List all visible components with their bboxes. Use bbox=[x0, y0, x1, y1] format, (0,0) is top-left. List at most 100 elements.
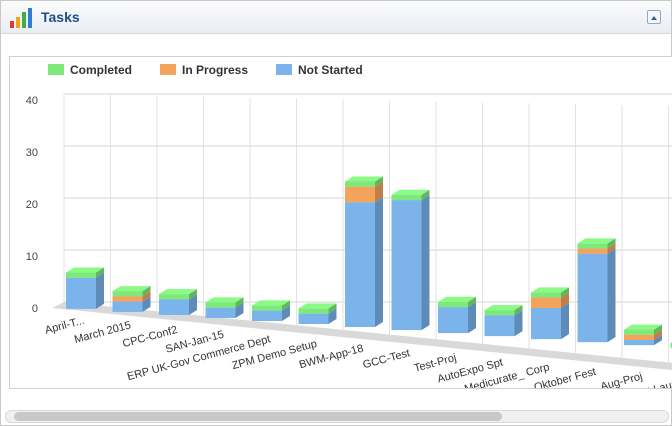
bar-segment bbox=[112, 296, 143, 302]
bar-segment bbox=[624, 334, 654, 340]
bar-segment bbox=[531, 297, 561, 308]
bar-segment bbox=[205, 302, 236, 308]
bar-segment-top bbox=[66, 267, 104, 273]
bar-segment-side bbox=[421, 189, 430, 201]
bar-segment bbox=[159, 294, 189, 300]
bar-chart-icon bbox=[10, 8, 32, 28]
x-tick-label: Aug-Proj bbox=[599, 371, 643, 388]
bar-segment bbox=[345, 186, 375, 203]
legend-swatch bbox=[276, 64, 292, 75]
bar-segment-top bbox=[112, 286, 151, 292]
bar-segment-side bbox=[654, 329, 662, 340]
bar-segment bbox=[345, 181, 375, 187]
bar-segment-side bbox=[561, 287, 569, 298]
bar-segment bbox=[484, 315, 515, 337]
bar-segment-side bbox=[607, 238, 616, 249]
bar-segment bbox=[624, 329, 654, 335]
panel-title: Tasks bbox=[41, 9, 80, 25]
bar-segment-side bbox=[514, 310, 523, 337]
y-tick-label: 0 bbox=[32, 303, 38, 315]
bar-segment-side bbox=[468, 296, 476, 308]
bar-segment bbox=[624, 339, 654, 346]
bar-segment-top bbox=[159, 289, 197, 295]
chart-floor bbox=[52, 302, 672, 370]
y-tick-label: 10 bbox=[26, 251, 38, 263]
bar-segment-side bbox=[654, 334, 662, 346]
bar-segment bbox=[66, 272, 96, 278]
y-tick-label: 40 bbox=[26, 95, 38, 107]
bar-segment bbox=[252, 305, 282, 311]
bar-segment bbox=[298, 308, 329, 314]
x-tick-label: GCC-Test bbox=[362, 347, 412, 371]
bar-segment-side bbox=[561, 302, 569, 340]
bar-segment bbox=[112, 301, 143, 312]
bar-segment bbox=[438, 301, 468, 308]
bar-segment-side bbox=[235, 302, 244, 318]
scrollbar-thumb[interactable] bbox=[14, 412, 502, 421]
bar-segment-side bbox=[189, 294, 197, 315]
bar-segment bbox=[391, 200, 422, 331]
bar-segment-side bbox=[607, 248, 616, 343]
bar-segment-top bbox=[298, 303, 337, 309]
bar-segment-side bbox=[607, 243, 616, 254]
legend-label: Not Started bbox=[298, 63, 363, 77]
bar-segment bbox=[577, 248, 608, 254]
bar-segment bbox=[391, 194, 422, 201]
bar-segment-top bbox=[345, 176, 383, 182]
bar-segment-side bbox=[142, 286, 151, 297]
bar-segment-top bbox=[391, 189, 430, 195]
bar-segment-top bbox=[252, 300, 290, 306]
stacked-bar-chart: 0 10 20 30 40 Completed In Progress Not Started… bbox=[26, 63, 672, 388]
bar-segment bbox=[438, 307, 468, 334]
bar-segment-top bbox=[531, 287, 569, 293]
bar-segment-side bbox=[282, 305, 290, 321]
bar-segment-top bbox=[624, 324, 662, 330]
bar-segment-side bbox=[375, 176, 383, 187]
bar-segment bbox=[112, 291, 143, 297]
bar-segment-top bbox=[484, 305, 523, 311]
bar-segment-side bbox=[468, 302, 476, 334]
bar-segment-side bbox=[96, 267, 104, 278]
bar-segment bbox=[298, 313, 329, 325]
bar-segment-side bbox=[282, 300, 290, 311]
collapse-button[interactable] bbox=[647, 10, 661, 24]
bar-segment bbox=[66, 277, 96, 309]
legend-label: In Progress bbox=[182, 63, 248, 77]
y-tick-label: 30 bbox=[26, 147, 38, 159]
bar-segment bbox=[531, 292, 561, 298]
bar-segment-side bbox=[375, 197, 383, 328]
bar-segment-top bbox=[205, 297, 244, 303]
panel-header: Tasks bbox=[1, 1, 671, 34]
bar-segment bbox=[531, 307, 561, 340]
horizontal-scrollbar[interactable] bbox=[5, 410, 669, 423]
legend-label: Completed bbox=[70, 63, 132, 77]
bar-segment-side bbox=[654, 324, 662, 335]
bar-segment-top bbox=[577, 238, 616, 244]
bar-segment-side bbox=[375, 181, 383, 203]
bar-segment bbox=[252, 310, 282, 321]
bar-segment bbox=[159, 299, 189, 315]
bar-segment bbox=[345, 202, 375, 328]
bar-segment-top bbox=[438, 296, 476, 302]
bar-segment-side bbox=[96, 272, 104, 309]
bar-segment-side bbox=[514, 305, 523, 316]
bar-segment-side bbox=[189, 289, 197, 300]
bar-segment-side bbox=[328, 303, 337, 314]
legend-swatch bbox=[48, 64, 64, 75]
bar-segment bbox=[484, 310, 515, 316]
bar-segment-side bbox=[421, 195, 430, 331]
bar-segment-side bbox=[235, 297, 244, 308]
legend-swatch bbox=[160, 64, 176, 75]
bar-segment-side bbox=[142, 291, 151, 302]
chevron-up-icon bbox=[651, 16, 657, 20]
bar-segment-side bbox=[561, 292, 569, 308]
bar-segment-side bbox=[142, 296, 151, 312]
y-tick-label: 20 bbox=[26, 199, 38, 211]
bar-segment bbox=[577, 243, 608, 249]
bar-segment bbox=[577, 253, 608, 343]
bar-segment bbox=[670, 343, 672, 349]
bar-segment bbox=[205, 307, 236, 318]
chart-area: 0 10 20 30 40 Completed In Progress Not Started… bbox=[9, 56, 672, 389]
bar-segment-side bbox=[328, 308, 337, 325]
